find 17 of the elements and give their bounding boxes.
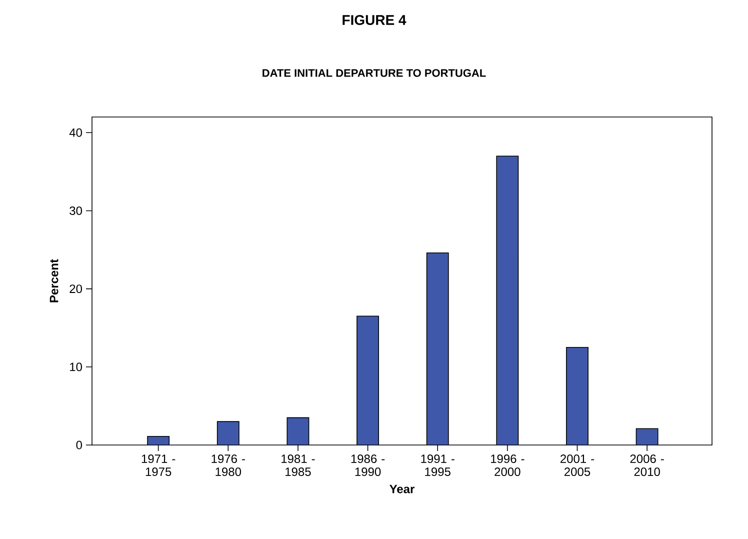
- y-tick-label: 20: [70, 284, 82, 294]
- y-axis-title: Percent: [50, 259, 58, 302]
- x-tick-label: 2001 - 2005: [560, 454, 594, 476]
- x-tick-label: 1971 - 1975: [142, 454, 176, 476]
- x-tick-label: 1986 - 1990: [351, 454, 385, 476]
- chart-subtitle: DATE INITIAL DEPARTURE TO PORTUGAL: [262, 69, 486, 77]
- y-tick-label: 0: [76, 440, 82, 450]
- x-tick-label: 2006 - 2010: [630, 454, 664, 476]
- y-tick-label: 10: [70, 362, 82, 372]
- x-tick-label: 1996 - 2000: [490, 454, 524, 476]
- x-tick-label: 1981 - 1985: [282, 454, 315, 476]
- x-tick-label: 1976 - 1980: [212, 454, 245, 476]
- x-tick-label: 1991 - 1995: [421, 454, 454, 476]
- y-tick-label: 30: [70, 206, 82, 215]
- x-axis-title: Year: [390, 484, 414, 494]
- y-tick-label: 40: [69, 128, 82, 137]
- chart-title: FIGURE 4: [342, 15, 406, 25]
